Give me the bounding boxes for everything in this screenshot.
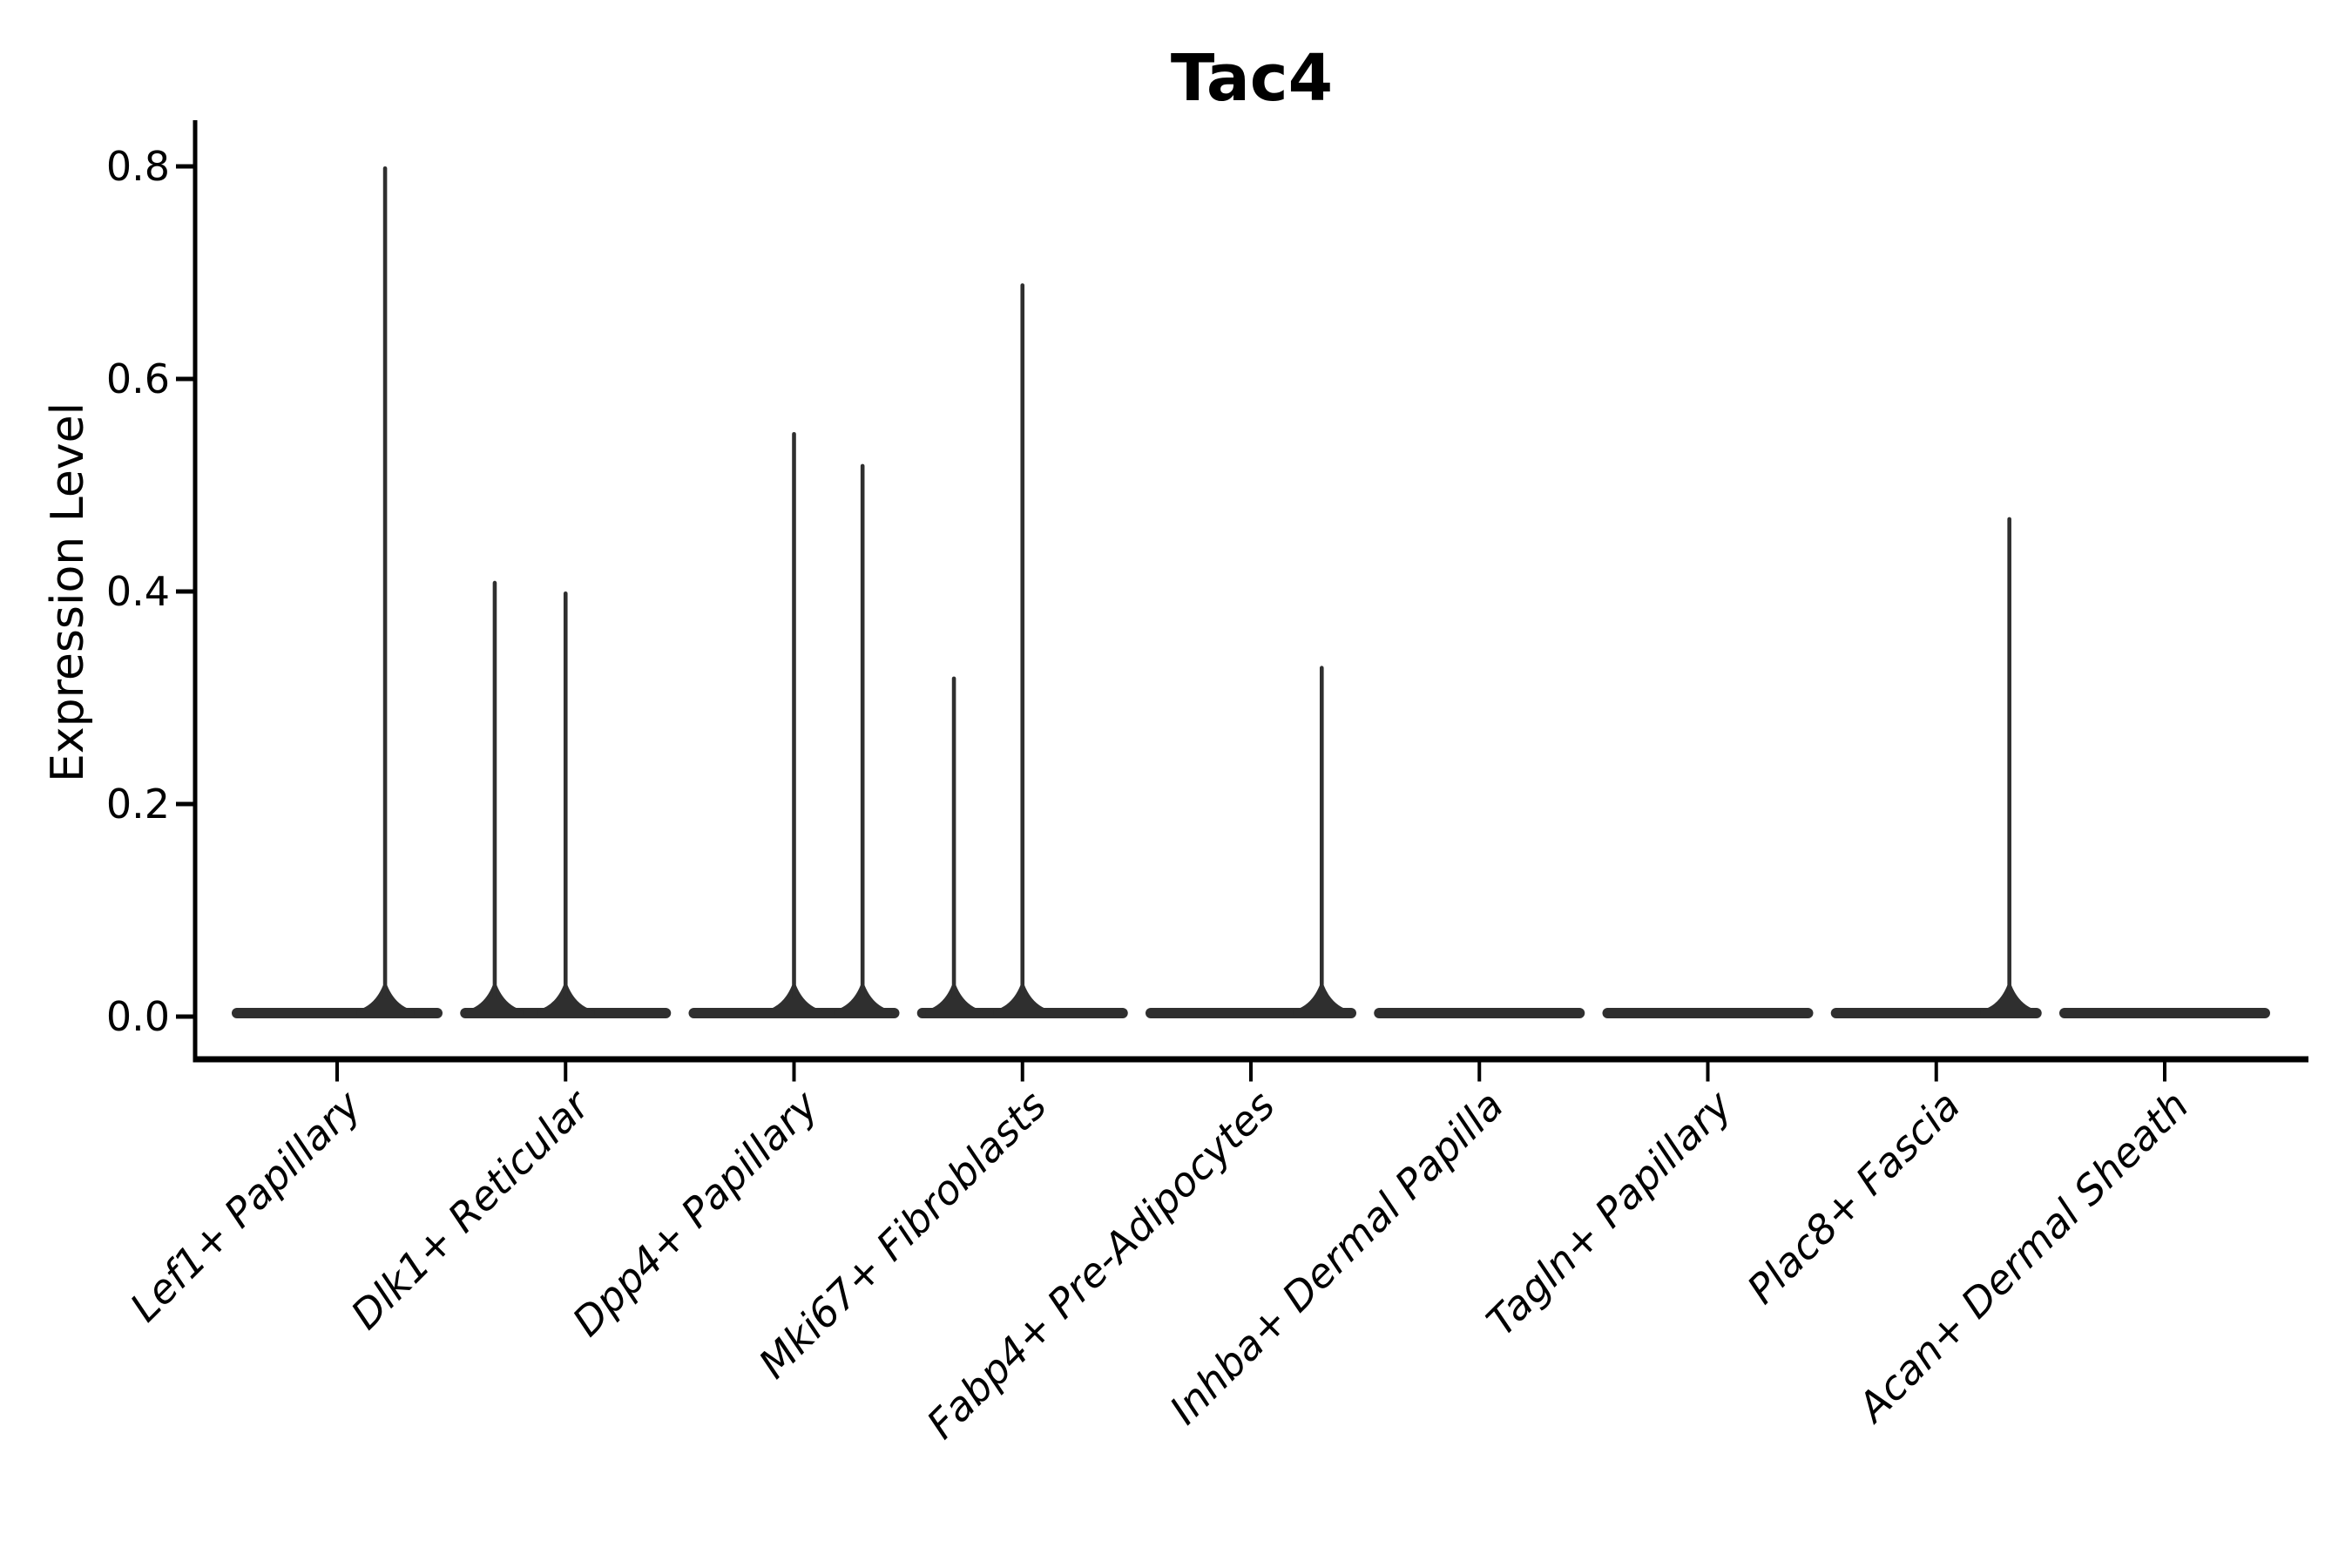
violin-spike-flare xyxy=(993,985,1051,1015)
y-axis-label: Expression Level xyxy=(42,402,94,782)
violin-spike xyxy=(1020,283,1025,999)
y-tick-label: 0.6 xyxy=(106,355,170,402)
y-tick xyxy=(176,1014,193,1019)
x-tick-label: Dlk1+ Reticular xyxy=(341,1079,600,1338)
x-tick xyxy=(1934,1062,1938,1082)
x-tick xyxy=(1477,1062,1482,1082)
y-tick xyxy=(176,376,193,382)
x-tick xyxy=(335,1062,339,1082)
y-tick-label: 0.8 xyxy=(106,143,170,190)
x-axis-spine xyxy=(193,1056,2308,1063)
violin-spike xyxy=(563,591,568,999)
violin-spike xyxy=(860,463,865,999)
violin-spike xyxy=(951,676,956,999)
y-tick xyxy=(176,164,193,169)
violin-spike-flare xyxy=(356,985,415,1015)
x-tick-label: Lef1+ Papillary xyxy=(121,1081,370,1330)
y-axis-spine xyxy=(193,120,198,1059)
violin-spike-flare xyxy=(1980,985,2038,1015)
violin-spike-flare xyxy=(925,985,983,1015)
violin-spike xyxy=(382,166,388,999)
violin-spike-flare xyxy=(537,985,595,1015)
violin-spike-flare xyxy=(834,985,892,1015)
violin-spike xyxy=(1319,666,1324,999)
y-tick-label: 0.4 xyxy=(106,568,170,615)
violin-spike xyxy=(792,432,796,999)
axes-layer xyxy=(176,120,2308,1082)
x-tick-label: Dpp4+ Papillary xyxy=(564,1081,828,1345)
x-tick xyxy=(1249,1062,1253,1082)
x-tick xyxy=(1020,1062,1024,1082)
violins-layer xyxy=(232,166,2270,1018)
x-tick-label: Plac8+ Fascia xyxy=(1738,1082,1969,1313)
violin-body xyxy=(1602,1008,1814,1018)
y-tick xyxy=(176,801,193,807)
x-tick xyxy=(2163,1062,2166,1082)
y-tick-label: 0.2 xyxy=(106,781,170,828)
violin-body xyxy=(1374,1008,1585,1018)
x-tick xyxy=(792,1062,796,1082)
violin-spike xyxy=(492,580,497,999)
violin-spike-flare xyxy=(1293,985,1351,1015)
x-tick-label: Tagln+ Papillary xyxy=(1477,1081,1741,1345)
y-tick xyxy=(176,589,193,594)
violin-body xyxy=(2059,1008,2270,1018)
x-tick xyxy=(564,1062,568,1082)
violin-spike-flare xyxy=(465,985,524,1015)
violin-spike xyxy=(2007,517,2011,999)
x-tick xyxy=(1706,1062,1710,1082)
violin-spike-flare xyxy=(765,985,823,1015)
y-tick-label: 0.0 xyxy=(106,993,170,1040)
chart-title: Tac4 xyxy=(1171,41,1333,116)
